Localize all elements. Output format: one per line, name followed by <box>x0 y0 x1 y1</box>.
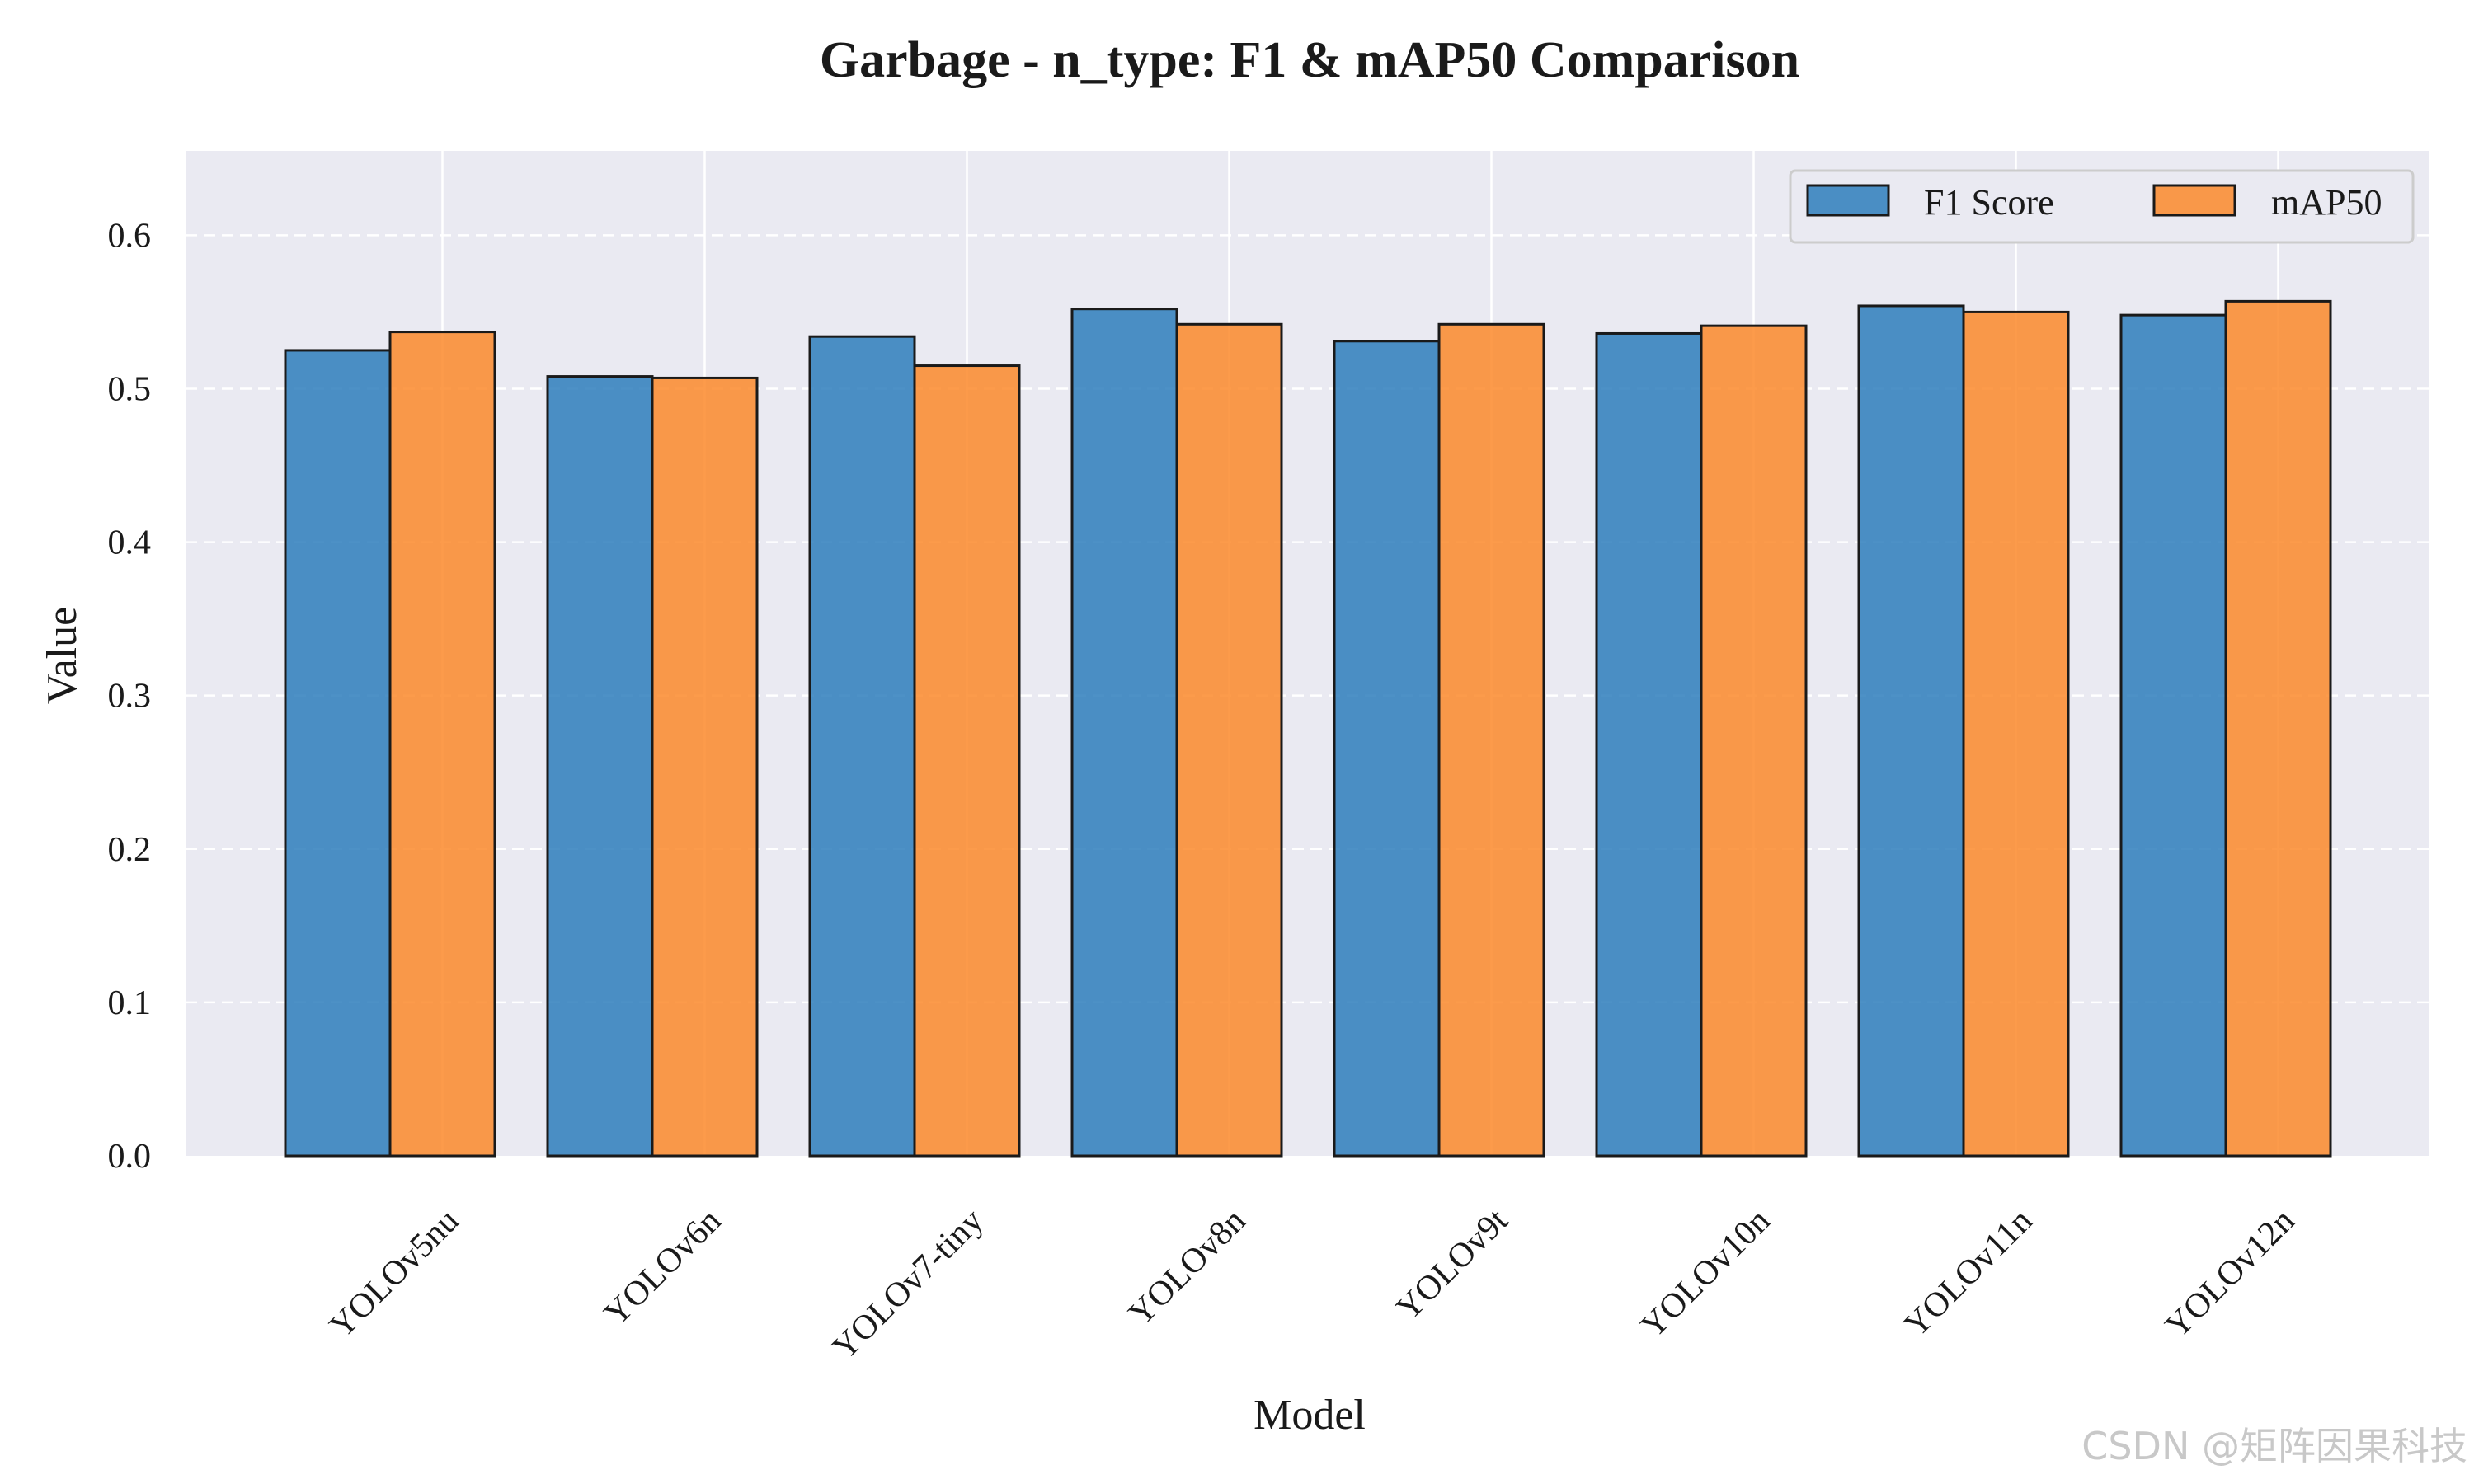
bar-map50-yolov9t <box>1437 322 1545 1158</box>
y-tick-label: 0.2 <box>108 831 152 869</box>
y-tick-labels: 0.0 0.1 0.2 0.3 0.4 0.5 0.6 <box>108 217 152 1176</box>
chart-title: Garbage - n_type: F1 & mAP50 Comparison <box>820 32 1799 88</box>
x-axis-label: Model <box>1253 1392 1366 1439</box>
bar-f1-score-yolov9t <box>1333 340 1441 1158</box>
y-tick-label: 0.6 <box>108 217 152 255</box>
legend: F1 Score mAP50 <box>1789 169 2415 244</box>
y-tick-label: 0.3 <box>108 678 152 716</box>
bar-f1-score-yolov8n <box>1070 308 1178 1158</box>
y-tick-label: 0.4 <box>108 524 152 562</box>
bar-f1-score-yolov5nu <box>284 349 392 1158</box>
bar-map50-yolov11n <box>1962 310 2070 1158</box>
y-tick-label: 0.5 <box>108 370 152 408</box>
y-axis-label: Value <box>39 607 86 704</box>
bar-f1-score-yolov10n <box>1595 331 1703 1158</box>
bar-map50-yolov7-tiny <box>913 364 1021 1158</box>
y-tick-label: 0.1 <box>108 984 152 1022</box>
bar-f1-score-yolov11n <box>1857 304 1965 1158</box>
legend-frame <box>1789 169 2415 244</box>
bar-map50-yolov5nu <box>388 331 496 1158</box>
legend-label-f1-score: F1 Score <box>1924 182 2054 223</box>
bar-f1-score-yolov12n <box>2119 313 2227 1158</box>
legend-swatch-map50 <box>2152 184 2236 217</box>
bar-f1-score-yolov7-tiny <box>808 335 916 1158</box>
bar-f1-score-yolov6n <box>546 375 654 1158</box>
bar-map50-yolov10n <box>1700 324 1808 1158</box>
bars <box>284 299 2332 1158</box>
bar-map50-yolov8n <box>1175 322 1283 1158</box>
plot-area <box>186 151 2429 1156</box>
legend-label-map50: mAP50 <box>2271 182 2382 223</box>
watermark: CSDN @矩阵因果科技 <box>2081 1424 2467 1468</box>
y-tick-label: 0.0 <box>108 1138 152 1176</box>
bar-map50-yolov6n <box>651 376 759 1158</box>
legend-swatch-f1-score <box>1806 184 1890 217</box>
bar-map50-yolov12n <box>2224 299 2332 1158</box>
